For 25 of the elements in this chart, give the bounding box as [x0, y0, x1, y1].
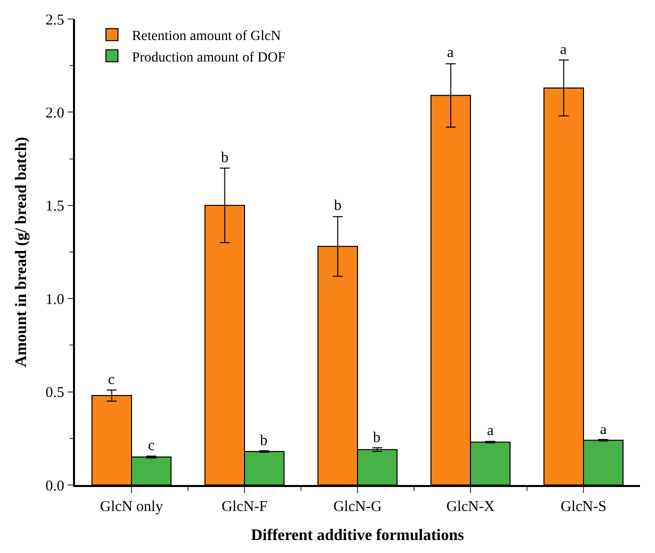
annotation: a [487, 423, 494, 439]
annotation: a [600, 422, 607, 438]
y-tick-label: 1.0 [46, 292, 64, 308]
legend-label: Retention amount of GlcN [132, 29, 281, 44]
annotation: b [221, 150, 228, 166]
y-tick-label: 2.5 [46, 12, 64, 28]
annotation: a [560, 42, 567, 58]
annotation: c [108, 372, 115, 388]
y-tick-label: 1.5 [46, 198, 64, 215]
legend-label: Production amount of DOF [132, 50, 286, 66]
x-tick-label: GlcN-S [560, 498, 606, 515]
y-tick-label: 0.5 [46, 385, 64, 402]
x-tick-label: GlcN-F [222, 498, 268, 515]
x-axis-title: Different additive formulations [250, 526, 464, 544]
x-tick-label: GlcN-G [333, 498, 382, 515]
y-tick-label: 2.0 [46, 105, 64, 122]
x-tick-label: GlcN only [100, 498, 164, 515]
annotation: b [334, 198, 342, 214]
annotation: a [447, 45, 454, 61]
x-tick-label: GlcN-X [446, 498, 495, 515]
y-tick-label: 0.0 [46, 478, 64, 494]
y-axis-title: Amount in bread (g/ bread batch) [12, 136, 30, 368]
annotation: b [260, 433, 268, 449]
annotation: b [373, 430, 380, 446]
annotation: c [148, 438, 155, 454]
